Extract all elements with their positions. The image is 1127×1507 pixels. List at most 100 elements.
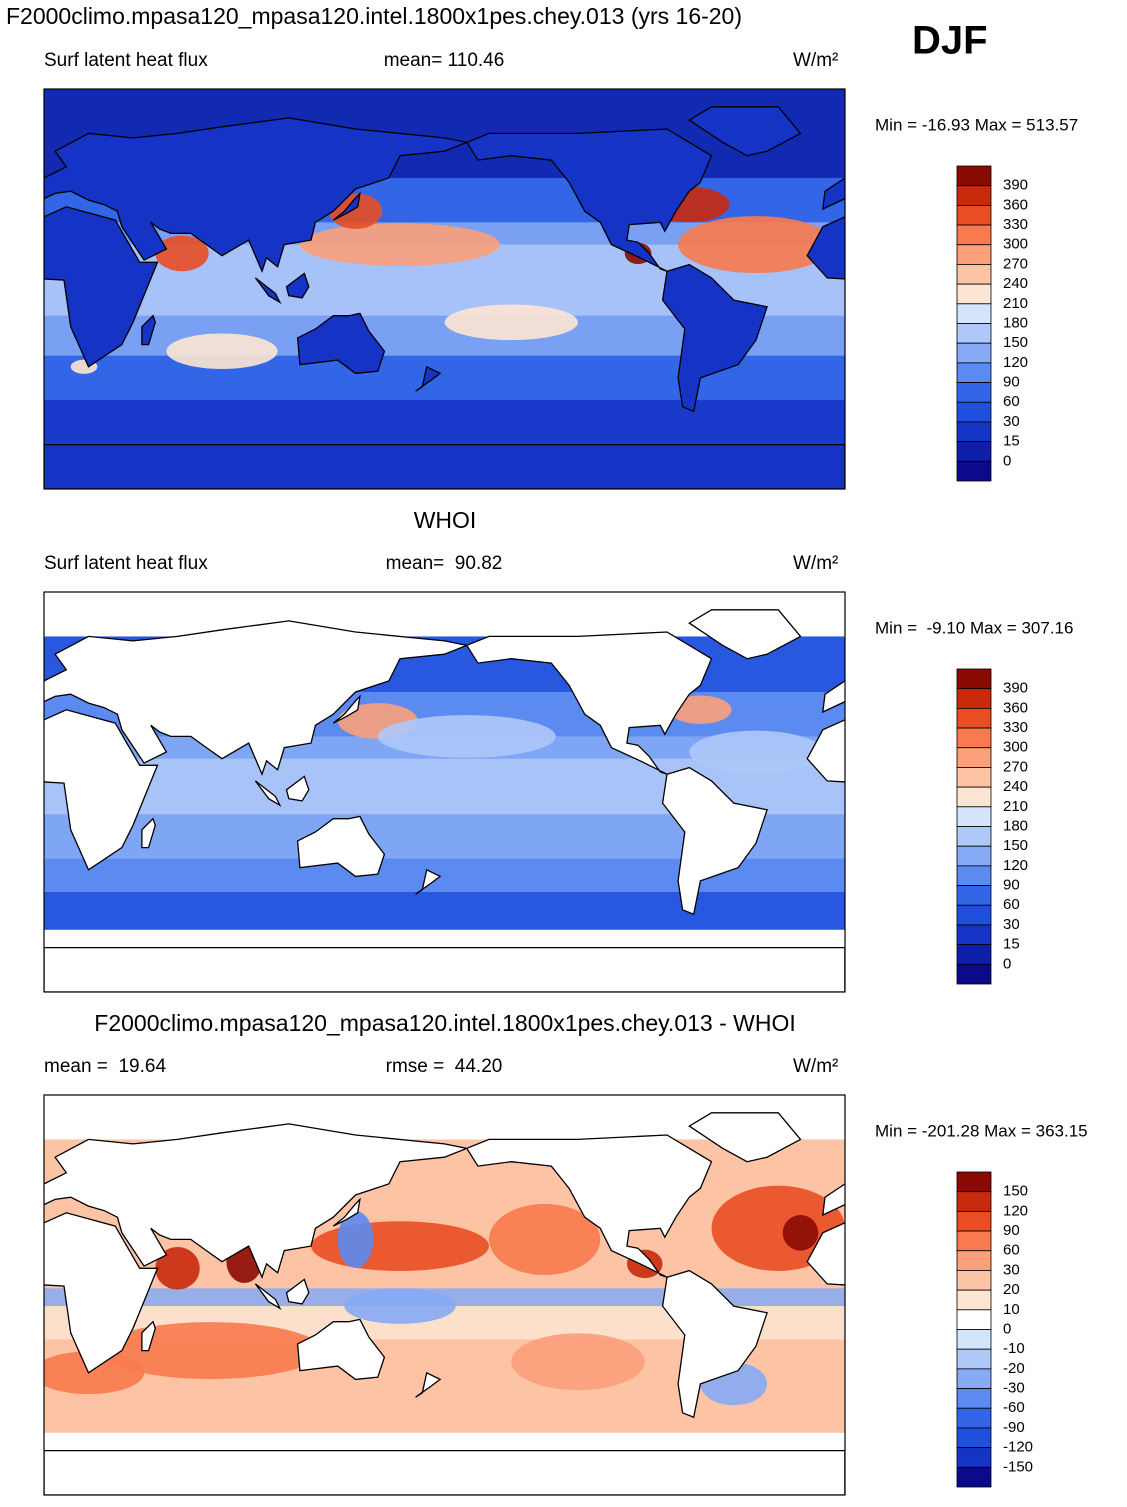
coastline [285,775,310,802]
field-blob [782,1215,819,1251]
coastline [44,1212,159,1374]
field-blob [489,1203,601,1275]
colorbar-label: 15 [1003,936,1020,953]
colorbar-box [956,747,992,768]
coastline [806,719,845,783]
colorbar-box [956,264,992,285]
colorbar-label: 330 [1003,719,1028,736]
coastline [332,694,361,724]
colorbar-box [956,944,992,965]
range-text: Min = -201.28 Max = 363.15 [875,1121,1088,1140]
colorbar-box [956,924,992,946]
colorbar-label: 20 [1003,1281,1020,1298]
colorbar-label: 30 [1003,1261,1020,1278]
colorbar-label: 120 [1003,857,1028,874]
coastline [1088,273,1110,298]
colorbar-label: -20 [1003,1360,1025,1377]
colorbar-label: 300 [1003,739,1028,756]
season-label: DJF [912,19,988,63]
coastline [1099,313,1127,373]
field-blob [166,333,278,369]
main-title: F2000climo.mpasa120_mpasa120.intel.1800x… [6,3,742,29]
colorbar-box [956,904,992,926]
colorbar-box [956,401,992,423]
colorbar-label: 0 [1003,452,1011,469]
coastline [1056,278,1081,302]
coastline [661,1269,768,1419]
colorbar-box [956,1348,992,1370]
colorbar-label: 270 [1003,255,1028,272]
coastline [44,1449,845,1495]
panel-units: W/m² [793,50,838,71]
field-blob [299,223,501,266]
coastline [806,216,845,280]
panel-left-label: mean = 19.64 [44,1056,166,1077]
panel-units: W/m² [793,553,838,574]
coastline [822,680,845,714]
coastline [1088,1279,1110,1304]
field-blob [155,235,209,272]
colorbar-box [956,806,992,827]
coastline [332,1197,361,1227]
coastline [285,272,310,299]
coastline [822,177,845,211]
colorbar-box [956,1171,992,1193]
colorbar-label: 390 [1003,177,1028,194]
field-blob [511,1333,645,1391]
panel-units: W/m² [793,1056,838,1077]
coastline [296,1318,386,1381]
field-blob [337,1211,374,1268]
colorbar-box [956,1309,992,1330]
coastline [415,868,442,895]
colorbar-box [956,845,992,867]
colorbar-box [956,885,992,906]
colorbar-box [956,1191,992,1212]
colorbar-label: 90 [1003,877,1020,894]
colorbar-box [956,323,992,344]
map-field [44,89,1127,489]
colorbar-label: -30 [1003,1380,1025,1397]
coastline [332,191,361,221]
colorbar-box [956,460,992,482]
coastline [254,277,282,304]
coastline [44,620,470,777]
colorbar-box [956,1289,992,1311]
colorbar-label: 60 [1003,896,1020,913]
coastline [1099,1319,1127,1379]
coastline [296,815,386,878]
coastline [465,128,713,272]
colorbar-box [956,224,992,246]
coastline [44,709,159,871]
coastline [943,1322,956,1351]
coastline [1056,781,1081,805]
colorbar-label: 180 [1003,314,1028,331]
colorbar-box [956,786,992,808]
colorbar-label: 150 [1003,334,1028,351]
colorbar-box [956,421,992,443]
colorbar-box [956,826,992,847]
coastline [44,1123,470,1280]
map-frame [43,1094,846,1496]
panel-title: WHOI [414,507,477,533]
colorbar-box [956,204,992,226]
colorbar-label: 150 [1003,1183,1028,1200]
coastline [285,1278,310,1305]
field-blob [669,695,732,724]
colorbar-box [956,1210,992,1232]
colorbar-box [956,1270,992,1291]
colorbar-box [956,362,992,383]
coastline [943,819,956,848]
colorbar-box [956,382,992,403]
coastline [44,443,845,489]
colorbar-label: 0 [1003,1320,1011,1337]
coastline [688,609,802,660]
coastline [465,631,713,775]
field-blob [311,1221,489,1271]
field-blob [689,730,823,774]
coastline [44,206,159,368]
colorbar-box [956,1466,992,1488]
colorbar-label: 90 [1003,1222,1020,1239]
panel-center-label: mean= 110.46 [384,50,505,71]
coastline [661,263,768,413]
colorbar-label: 30 [1003,916,1020,933]
